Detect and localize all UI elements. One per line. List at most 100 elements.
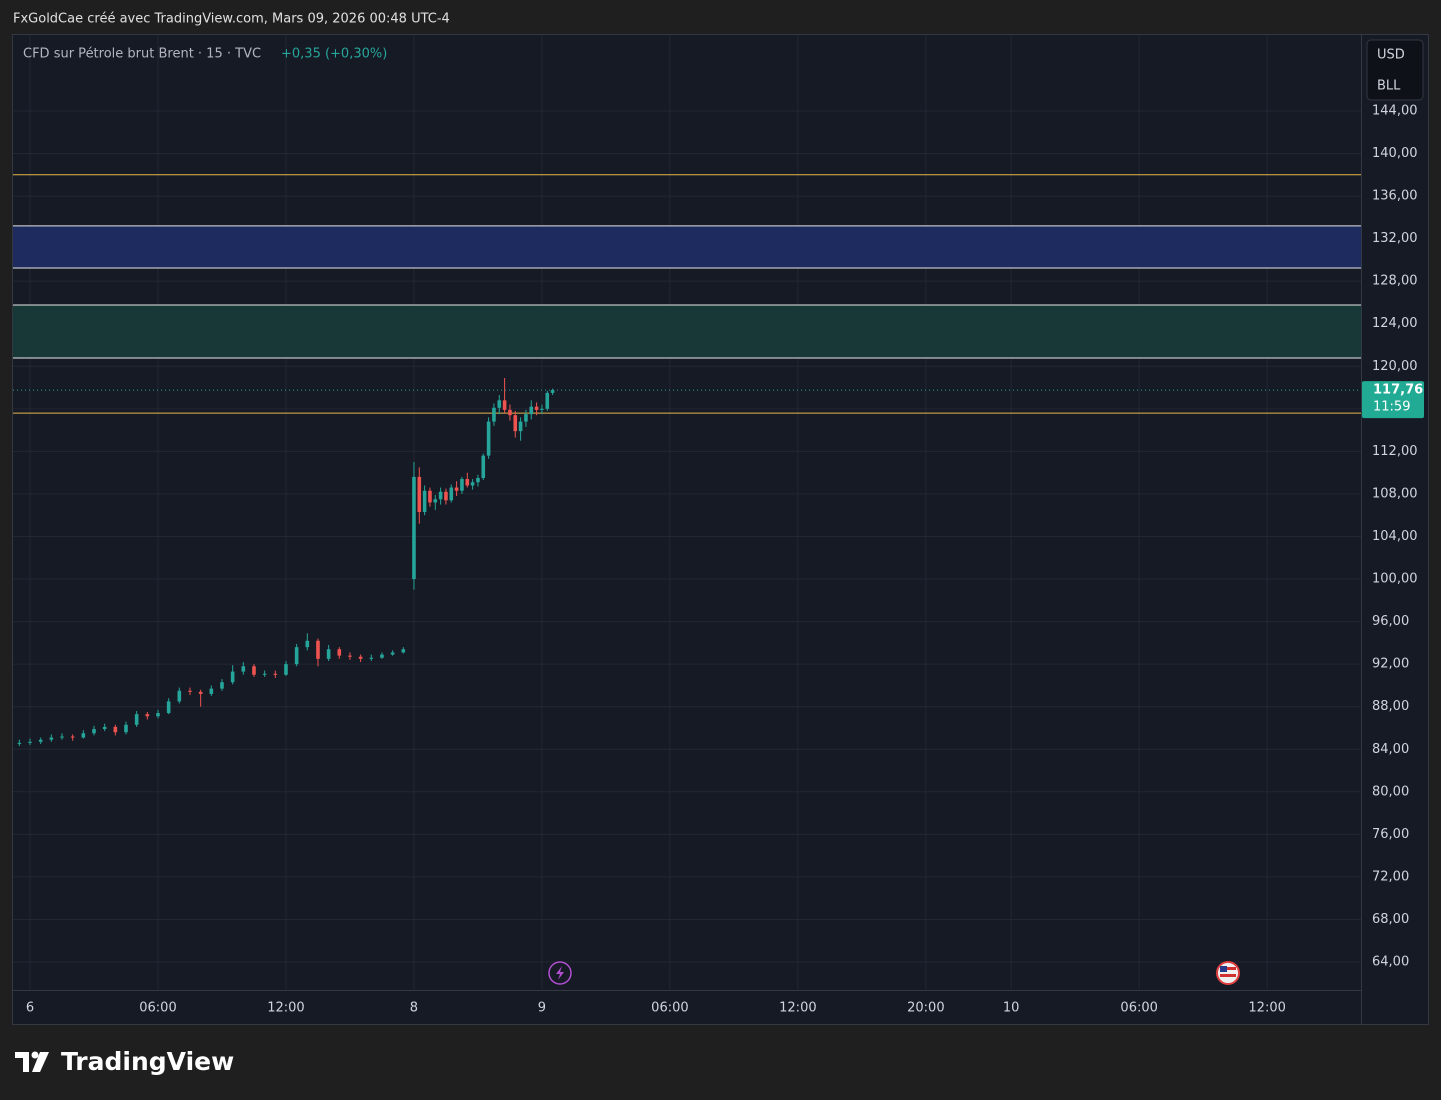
event-icon-bolt bbox=[556, 966, 564, 980]
candle-body bbox=[124, 724, 128, 733]
y-tick-label: 80,00 bbox=[1372, 784, 1409, 799]
y-tick-label: 88,00 bbox=[1372, 699, 1409, 714]
y-tick-label: 92,00 bbox=[1372, 657, 1409, 672]
candle-body bbox=[316, 640, 320, 659]
x-tick-label: 8 bbox=[410, 1001, 418, 1016]
candle-body bbox=[534, 406, 539, 410]
candle-body bbox=[134, 714, 139, 725]
candle-body bbox=[49, 737, 54, 740]
candle-body bbox=[545, 392, 550, 409]
candle-body bbox=[92, 729, 96, 734]
flag-stripe bbox=[1220, 967, 1236, 970]
flag-canton bbox=[1220, 966, 1227, 972]
plot bbox=[13, 35, 1361, 990]
y-tick-label: 72,00 bbox=[1372, 869, 1409, 884]
x-tick-label: 20:00 bbox=[907, 1001, 944, 1016]
candle-body bbox=[177, 690, 182, 702]
candle-body bbox=[492, 407, 496, 422]
x-tick-label: 12:00 bbox=[267, 1001, 304, 1016]
y-tick-label: 112,00 bbox=[1372, 444, 1418, 459]
x-tick-label: 06:00 bbox=[1120, 1001, 1157, 1016]
y-tick-label: 96,00 bbox=[1372, 614, 1409, 629]
candle-body bbox=[145, 714, 150, 717]
y-tick-label: 140,00 bbox=[1372, 146, 1418, 161]
chart-frame bbox=[12, 34, 1429, 1025]
candle-body bbox=[433, 499, 438, 503]
candle-body bbox=[502, 400, 507, 410]
candle-body bbox=[550, 390, 555, 393]
candle-body bbox=[220, 682, 224, 689]
candle-body bbox=[438, 491, 443, 500]
candle-body bbox=[284, 664, 288, 675]
candle-body bbox=[358, 656, 363, 659]
candle-body bbox=[412, 476, 416, 580]
y-tick-label: 100,00 bbox=[1372, 572, 1418, 587]
unit: BLL bbox=[1377, 79, 1401, 94]
symbol-title: CFD sur Pétrole brut Brent · 15 · TVC bbox=[23, 47, 261, 62]
candle-body bbox=[513, 415, 518, 432]
candle-body bbox=[273, 673, 278, 675]
candle-body bbox=[188, 690, 192, 692]
candle-body bbox=[198, 691, 203, 694]
candle-body bbox=[476, 477, 480, 483]
y-tick-label: 136,00 bbox=[1372, 189, 1418, 204]
unit-box bbox=[1366, 39, 1424, 101]
candle-body bbox=[326, 649, 331, 659]
x-tick-label: 9 bbox=[538, 1001, 546, 1016]
y-tick-label: 132,00 bbox=[1372, 231, 1418, 246]
candle-body bbox=[486, 421, 491, 456]
y-tick-label: 124,00 bbox=[1372, 316, 1418, 331]
y-tick-label: 108,00 bbox=[1372, 486, 1418, 501]
candle-body bbox=[524, 414, 528, 422]
candle-body bbox=[113, 726, 118, 733]
candle-body bbox=[465, 479, 470, 486]
x-tick-label: 06:00 bbox=[651, 1001, 688, 1016]
candle-body bbox=[166, 701, 171, 714]
zone bbox=[13, 305, 1361, 358]
x-tick-label: 10 bbox=[1003, 1001, 1020, 1016]
x-tick-label: 12:00 bbox=[779, 1001, 816, 1016]
candle-body bbox=[70, 736, 75, 738]
candle-body bbox=[28, 741, 32, 743]
candle-body bbox=[262, 673, 267, 675]
candle-body bbox=[518, 421, 523, 432]
candle-body bbox=[252, 666, 256, 675]
credit: FxGoldCae créé avec TradingView.com, Mar… bbox=[13, 12, 450, 27]
candle-body bbox=[81, 733, 86, 738]
candle-body bbox=[422, 490, 427, 513]
candle-body bbox=[508, 409, 512, 416]
x-tick-label: 6 bbox=[26, 1001, 34, 1016]
candle-body bbox=[156, 713, 160, 717]
y-tick-label: 104,00 bbox=[1372, 529, 1418, 544]
candle-body bbox=[449, 487, 454, 501]
flag-icon[interactable] bbox=[1216, 961, 1240, 985]
candle-body bbox=[470, 482, 475, 486]
candle-body bbox=[460, 479, 464, 491]
candle-body bbox=[497, 400, 502, 408]
candle-body bbox=[390, 652, 395, 655]
candle-body bbox=[230, 671, 235, 683]
candle-body bbox=[454, 487, 459, 491]
countdown: 11:59 bbox=[1373, 400, 1410, 415]
y-tick-label: 84,00 bbox=[1372, 742, 1409, 757]
y-tick-label: 76,00 bbox=[1372, 827, 1409, 842]
y-tick-label: 128,00 bbox=[1372, 274, 1418, 289]
y-tick-label: 144,00 bbox=[1372, 103, 1418, 118]
candle-body bbox=[348, 655, 352, 657]
x-tick-label: 12:00 bbox=[1248, 1001, 1285, 1016]
y-tick-label: 68,00 bbox=[1372, 912, 1409, 927]
tv-logo-mark bbox=[15, 1051, 49, 1072]
candle-body bbox=[294, 647, 299, 665]
candle-body bbox=[102, 726, 107, 730]
x-tick-label: 06:00 bbox=[139, 1001, 176, 1016]
candle-body bbox=[369, 657, 374, 659]
candle-body bbox=[540, 408, 544, 410]
zone bbox=[13, 225, 1361, 268]
candle-body bbox=[241, 666, 246, 672]
last-price-label: 117,76 bbox=[1373, 383, 1423, 398]
last-price-box bbox=[1362, 381, 1424, 419]
candle-body bbox=[428, 490, 432, 503]
event-icon[interactable] bbox=[548, 961, 572, 985]
y-tick-label: 64,00 bbox=[1372, 955, 1409, 970]
